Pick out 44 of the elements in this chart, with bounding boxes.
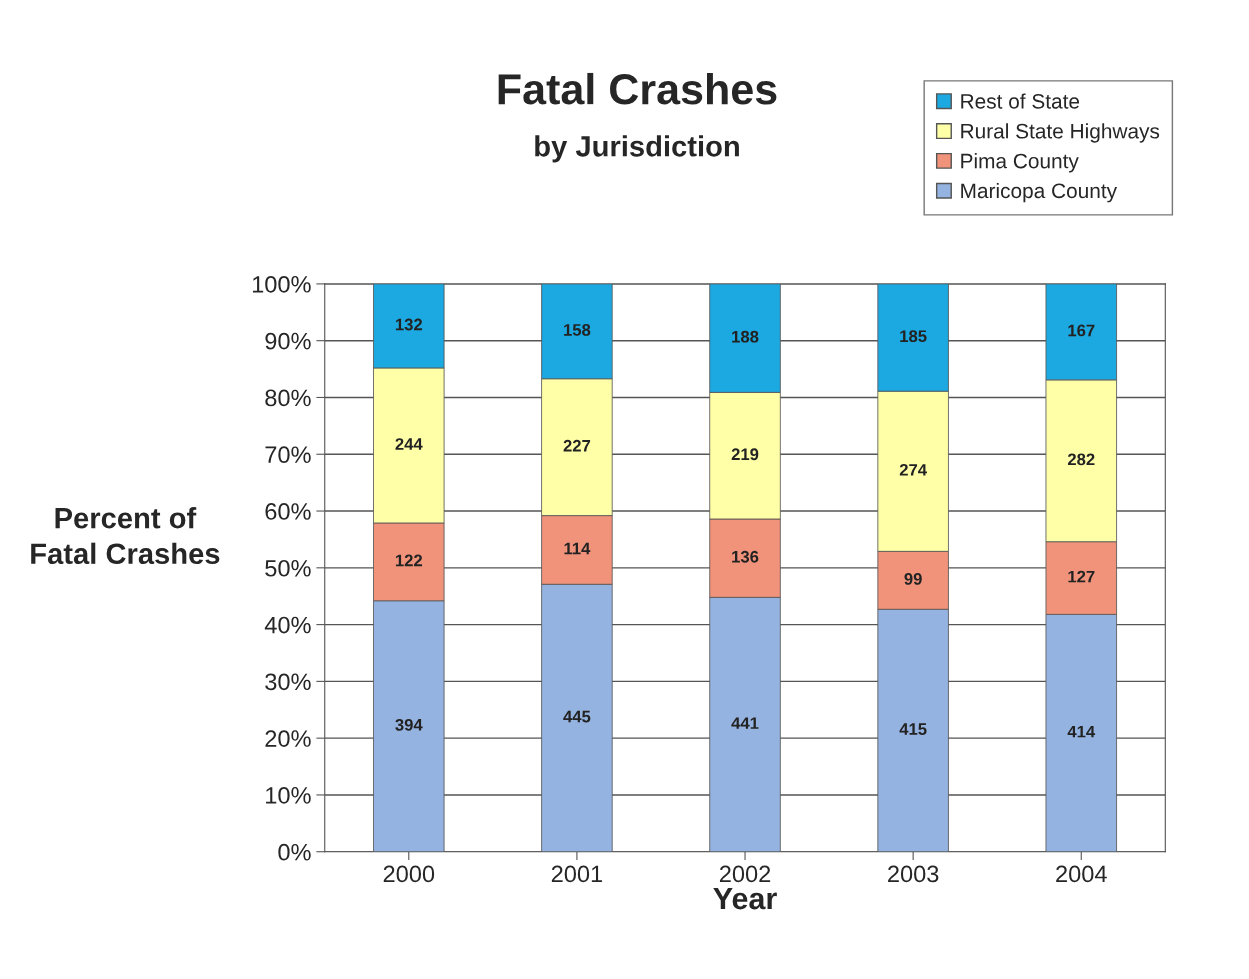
annotation: 158 — [564, 323, 591, 336]
x-tick-label: 2001 — [551, 865, 603, 883]
chart-title: Fatal Crashes — [498, 72, 777, 105]
annotation: 132 — [395, 318, 423, 331]
y-tick-label: 70% — [265, 446, 311, 464]
y-tick-label: 10% — [266, 787, 311, 804]
annotation: 167 — [1068, 324, 1095, 337]
y-axis-title: Percent of Fatal Crashes — [31, 507, 220, 565]
y-tick-label: 40% — [264, 616, 311, 634]
annotation: 445 — [563, 710, 591, 723]
annotation: 244 — [395, 438, 423, 450]
annotation: 185 — [900, 330, 927, 343]
y-tick-label: 60% — [265, 503, 311, 520]
annotation: 136 — [732, 550, 759, 563]
annotation: 122 — [395, 554, 423, 567]
annotation: 127 — [1068, 570, 1095, 583]
annotation: 414 — [1067, 725, 1096, 738]
legend-label: Pima County — [961, 153, 1079, 173]
annotation: 441 — [731, 717, 759, 729]
x-tick-label: 2003 — [888, 865, 939, 883]
x-axis-title: Year — [713, 888, 777, 910]
x-tick-label: 2002 — [719, 865, 771, 883]
y-tick-label: 0% — [278, 843, 311, 861]
annotation: 188 — [732, 330, 759, 343]
legend-label: Maricopa County — [961, 182, 1118, 203]
annotation: 99 — [904, 572, 922, 585]
y-tick-label: 90% — [265, 332, 311, 350]
annotation: 227 — [563, 439, 591, 452]
y-tick-label: 50% — [265, 559, 311, 577]
annotation: 114 — [564, 542, 591, 555]
legend-label: Rest of State — [961, 93, 1080, 109]
annotation: 394 — [395, 718, 423, 731]
legend-label: Rural State Highways — [961, 123, 1160, 143]
chart-subtitle: by Jurisdiction — [535, 135, 739, 163]
x-tick-label: 2004 — [1056, 865, 1107, 883]
y-tick-label: 100% — [252, 275, 311, 293]
annotation: 219 — [731, 448, 759, 461]
x-tick-label: 2000 — [383, 865, 435, 883]
annotation: 415 — [899, 723, 927, 735]
y-tick-label: 30% — [265, 673, 311, 691]
y-tick-label: 80% — [265, 389, 311, 407]
y-tick-label: 20% — [265, 730, 311, 747]
annotation: 282 — [1067, 453, 1095, 466]
annotation: 274 — [899, 463, 927, 476]
